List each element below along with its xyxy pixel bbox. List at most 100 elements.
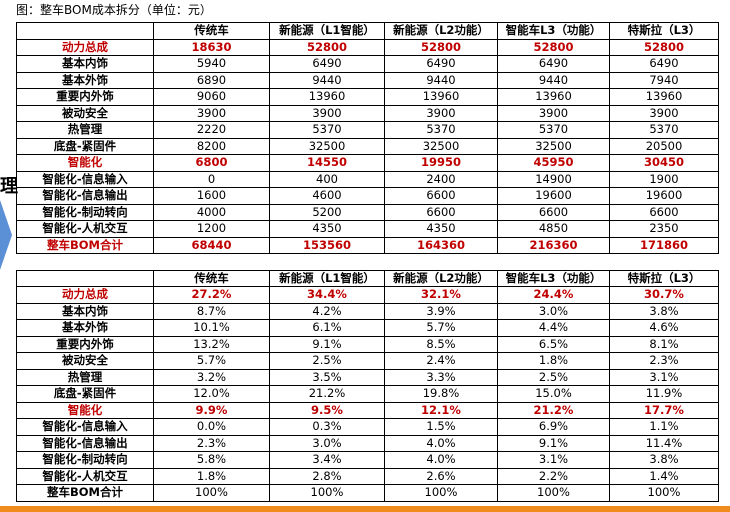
cell: 19950 — [384, 154, 498, 172]
header-cell: 新能源（L1智能） — [269, 22, 385, 40]
blank-cell — [384, 253, 498, 271]
cell: 0.0% — [153, 418, 270, 436]
cell: 3.4% — [269, 451, 385, 469]
cell: 5.7% — [384, 319, 498, 337]
cell: 24.4% — [497, 286, 610, 304]
cell: 15.0% — [497, 385, 610, 403]
cell: 2.6% — [384, 467, 498, 485]
cell: 2400 — [384, 170, 498, 188]
bom-table: 传统车 新能源（L1智能） 新能源（L2功能） 智能车L3（功能） 特斯拉（L3） 动力总… — [16, 22, 719, 502]
row-label: 动力总成 — [16, 38, 154, 56]
cell: 9.1% — [269, 335, 385, 353]
cell: 21.2% — [497, 401, 610, 419]
cell: 10.1% — [153, 319, 270, 337]
header-cell: 智能车L3（功能） — [497, 269, 610, 287]
data-row: 整车BOM合计 68440 153560 164360 216360 171860 — [16, 236, 719, 254]
header-row: 传统车 新能源（L1智能） 新能源（L2功能） 智能车L3（功能） 特斯拉（L3） — [16, 269, 719, 287]
data-row: 智能化-人机交互 1.8% 2.8% 2.6% 2.2% 1.4% — [16, 467, 719, 485]
header-cell: 特斯拉（L3） — [609, 22, 719, 40]
cell: 13960 — [384, 88, 498, 106]
cell: 1.5% — [384, 418, 498, 436]
header-cell: 传统车 — [153, 269, 270, 287]
row-label: 重要内外饰 — [16, 335, 154, 353]
blank-row — [16, 253, 719, 271]
data-row: 智能化-制动转向 5.8% 3.4% 4.0% 3.1% 3.8% — [16, 451, 719, 469]
cell: 4.2% — [269, 302, 385, 320]
corner-cell — [16, 269, 154, 287]
row-label: 热管理 — [16, 368, 154, 386]
cell: 11.4% — [609, 434, 719, 452]
blank-cell — [153, 253, 270, 271]
cell: 5.7% — [153, 352, 270, 370]
row-label: 智能化-制动转向 — [16, 451, 154, 469]
cell: 6490 — [269, 55, 385, 73]
cell: 3.0% — [497, 302, 610, 320]
data-row: 智能化 6800 14550 19950 45950 30450 — [16, 154, 719, 172]
cell: 4.0% — [384, 434, 498, 452]
cell: 4600 — [269, 187, 385, 205]
cell: 13960 — [269, 88, 385, 106]
cell: 4000 — [153, 203, 270, 221]
cell: 8200 — [153, 137, 270, 155]
cell: 12.1% — [384, 401, 498, 419]
cell: 6.1% — [269, 319, 385, 337]
cell: 1900 — [609, 170, 719, 188]
data-row: 智能化-制动转向 4000 5200 6600 6600 6600 — [16, 203, 719, 221]
cell: 2.2% — [497, 467, 610, 485]
data-row: 整车BOM合计 100% 100% 100% 100% 100% — [16, 484, 719, 502]
cell: 30450 — [609, 154, 719, 172]
row-label: 热管理 — [16, 121, 154, 139]
cell: 3900 — [609, 104, 719, 122]
data-row: 被动安全 5.7% 2.5% 2.4% 1.8% 2.3% — [16, 352, 719, 370]
data-row: 基本外饰 6890 9440 9440 9440 7940 — [16, 71, 719, 89]
cell: 5200 — [269, 203, 385, 221]
header-cell: 传统车 — [153, 22, 270, 40]
cell: 100% — [153, 484, 270, 502]
cell: 52800 — [269, 38, 385, 56]
cell: 4.6% — [609, 319, 719, 337]
cell: 100% — [609, 484, 719, 502]
corner-cell — [16, 22, 154, 40]
side-text: 理 — [0, 176, 18, 197]
row-label: 底盘-紧固件 — [16, 385, 154, 403]
blank-cell — [497, 253, 610, 271]
cell: 9440 — [269, 71, 385, 89]
cell: 2.3% — [153, 434, 270, 452]
data-row: 底盘-紧固件 8200 32500 32500 32500 20500 — [16, 137, 719, 155]
row-label: 智能化-信息输出 — [16, 187, 154, 205]
row-label: 基本外饰 — [16, 319, 154, 337]
cell: 4.4% — [497, 319, 610, 337]
cell: 1.4% — [609, 467, 719, 485]
cell: 14550 — [269, 154, 385, 172]
cell: 32.1% — [384, 286, 498, 304]
row-label: 整车BOM合计 — [16, 236, 154, 254]
cell: 3.8% — [609, 451, 719, 469]
cell: 6.9% — [497, 418, 610, 436]
cell: 171860 — [609, 236, 719, 254]
cell: 9.5% — [269, 401, 385, 419]
cell: 6600 — [609, 203, 719, 221]
cell: 5370 — [497, 121, 610, 139]
cell: 13960 — [497, 88, 610, 106]
data-row: 重要内外饰 9060 13960 13960 13960 13960 — [16, 88, 719, 106]
cell: 6.5% — [497, 335, 610, 353]
data-row: 基本内饰 8.7% 4.2% 3.9% 3.0% 3.8% — [16, 302, 719, 320]
row-label: 被动安全 — [16, 104, 154, 122]
cell: 3900 — [269, 104, 385, 122]
cell: 6600 — [497, 203, 610, 221]
cell: 3900 — [153, 104, 270, 122]
cell: 5370 — [384, 121, 498, 139]
cell: 9.1% — [497, 434, 610, 452]
data-row: 智能化 9.9% 9.5% 12.1% 21.2% 17.7% — [16, 401, 719, 419]
cell: 216360 — [497, 236, 610, 254]
cell: 34.4% — [269, 286, 385, 304]
cell: 2.5% — [497, 368, 610, 386]
data-row: 智能化-信息输出 1600 4600 6600 19600 19600 — [16, 187, 719, 205]
cell: 2.3% — [609, 352, 719, 370]
cell: 68440 — [153, 236, 270, 254]
cell: 21.2% — [269, 385, 385, 403]
cell: 9440 — [384, 71, 498, 89]
cell: 9440 — [497, 71, 610, 89]
row-label: 智能化-制动转向 — [16, 203, 154, 221]
cell: 6800 — [153, 154, 270, 172]
